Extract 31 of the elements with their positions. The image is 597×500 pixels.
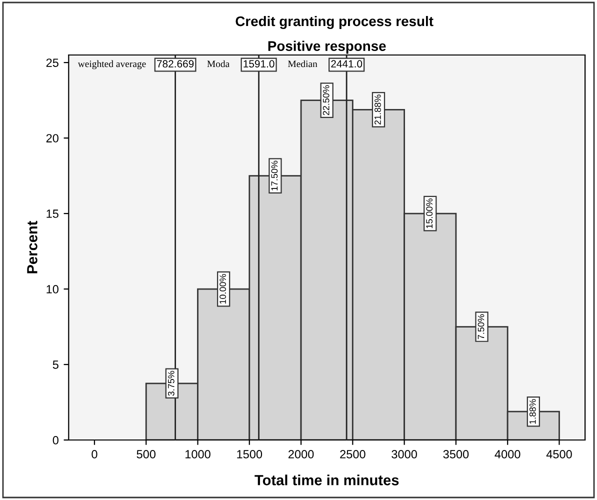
data-label: 22.50% (322, 85, 330, 116)
x-axis-title: Total time in minutes (254, 474, 399, 486)
y-axis-title: Percent (27, 220, 38, 274)
y-tick-label: 10 (46, 285, 58, 294)
data-label: 17.50% (271, 160, 278, 190)
y-tick-label: 25 (46, 58, 58, 67)
x-tick-label: 1000 (186, 450, 210, 458)
data-label: 1.88% (529, 399, 536, 424)
data-label: 7.50% (478, 314, 484, 340)
x-tick-label: 4500 (546, 450, 572, 458)
x-tick-label: 3000 (392, 450, 417, 458)
x-tick-label: 4000 (494, 450, 520, 458)
x-tick-label: 500 (136, 450, 156, 458)
data-label: 10.00% (220, 274, 226, 304)
data-label: 15.00% (426, 198, 433, 228)
y-tick-label: 15 (46, 210, 58, 218)
y-tick-label: 5 (52, 360, 58, 369)
chart-title: Credit granting process result (236, 16, 434, 30)
data-label: 21.88% (374, 94, 381, 125)
x-tick-label: 2000 (288, 450, 314, 458)
x-tick-label: 3500 (443, 450, 469, 458)
x-tick-label: 0 (92, 450, 98, 458)
x-tick-label: 1500 (237, 450, 262, 458)
ref-line-label: weighted average 782.669 (78, 60, 194, 70)
x-tick-label: 2500 (340, 450, 366, 458)
text: Moda 1591.0 (207, 60, 274, 68)
chart-subtitle: Positive response (268, 40, 386, 54)
data-label: 3.75% (168, 370, 174, 396)
y-tick-label: 20 (46, 134, 58, 142)
y-tick-label: 0 (52, 436, 58, 444)
text: Median 2441.0 (288, 60, 362, 68)
